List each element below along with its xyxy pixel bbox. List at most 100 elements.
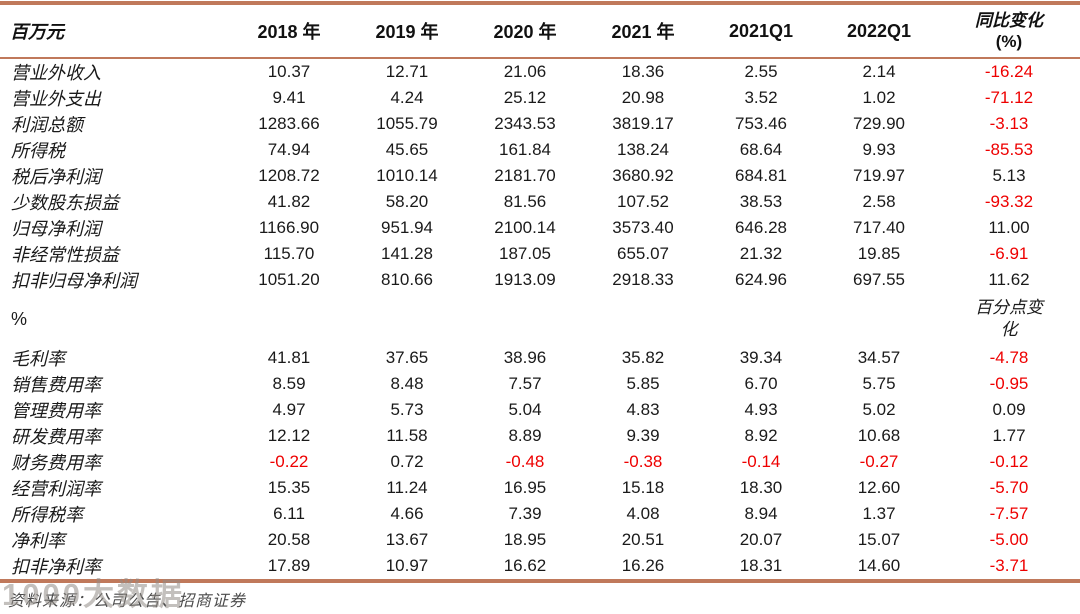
value-cell: 3680.92 [612, 166, 674, 185]
value-cell: -0.22 [269, 452, 309, 471]
value-cell: 2.14 [862, 62, 896, 81]
value-cell: 9.39 [626, 426, 660, 445]
value-cell: 12.71 [385, 62, 429, 81]
table-row: 研发费用率 12.12 11.58 8.89 9.39 8.92 10.68 1.77 [0, 423, 1080, 449]
value-cell: 5.75 [862, 374, 896, 393]
row-label: 财务费用率 [11, 453, 101, 473]
value-cell: 5.73 [390, 400, 424, 419]
value-cell: 38.96 [503, 348, 547, 367]
value-cell: -16.24 [984, 62, 1034, 81]
value-cell: 1.37 [862, 504, 896, 523]
value-cell: 8.89 [508, 426, 542, 445]
table-row: 毛利率 41.81 37.65 38.96 35.82 39.34 34.57 -4.78 [0, 345, 1080, 371]
value-cell: 16.26 [621, 556, 665, 575]
value-cell: -85.53 [984, 140, 1034, 159]
row-label: 少数股东损益 [11, 193, 119, 213]
value-cell: 19.85 [857, 244, 901, 263]
value-cell: 4.93 [744, 400, 778, 419]
value-cell: 15.07 [857, 530, 901, 549]
source-note: 资料来源：公司公告、招商证券 [8, 593, 247, 610]
value-cell: 2343.53 [494, 114, 556, 133]
value-cell: 11.58 [386, 426, 428, 445]
value-cell: 3819.17 [612, 114, 674, 133]
column-header-2022Q1: 2022Q1 [820, 3, 938, 59]
value-cell: 138.24 [617, 140, 669, 159]
value-cell: 655.07 [617, 244, 669, 263]
value-cell: 21.06 [503, 62, 547, 81]
value-cell: 20.58 [267, 530, 311, 549]
row-label: 毛利率 [11, 349, 65, 369]
value-cell: 58.20 [385, 192, 429, 211]
value-cell: 10.97 [385, 556, 429, 575]
value-cell: 115.70 [263, 244, 315, 263]
value-cell: -5.70 [989, 478, 1029, 497]
value-cell: 38.53 [739, 192, 783, 211]
value-cell: 8.94 [744, 504, 778, 523]
row-label: 归母净利润 [11, 219, 101, 239]
value-cell: 10.68 [857, 426, 901, 445]
value-cell: 2.55 [744, 62, 778, 81]
value-cell: 35.82 [621, 348, 665, 367]
value-cell: 15.35 [267, 478, 311, 497]
value-cell: 9.93 [862, 140, 896, 159]
row-label: 营业外收入 [11, 63, 101, 83]
row-label: 非经常性损益 [11, 245, 119, 265]
value-cell: 14.60 [857, 556, 901, 575]
value-cell: -3.71 [989, 556, 1029, 575]
value-cell: 4.83 [626, 400, 660, 419]
value-cell: 1010.14 [376, 166, 438, 185]
value-cell: -0.12 [989, 452, 1029, 471]
empty-cell [820, 293, 938, 345]
value-cell: 107.52 [617, 192, 669, 211]
value-cell: -0.27 [859, 452, 899, 471]
empty-cell [348, 293, 466, 345]
value-cell: 20.98 [621, 88, 665, 107]
value-cell: 7.39 [508, 504, 542, 523]
section-divider-row: % 百分点变化 [0, 293, 1080, 345]
row-label: 经营利润率 [11, 479, 101, 499]
empty-cell [702, 293, 820, 345]
value-cell: 17.89 [267, 556, 311, 575]
value-cell: 1913.09 [494, 270, 556, 289]
value-cell: 16.95 [503, 478, 547, 497]
value-cell: 11.62 [988, 270, 1030, 289]
value-cell: 141.28 [381, 244, 433, 263]
value-cell: 12.60 [857, 478, 901, 497]
value-cell: 3.52 [744, 88, 778, 107]
value-cell: 5.04 [508, 400, 542, 419]
value-cell: -0.95 [989, 374, 1029, 393]
table-row: 所得税率 6.11 4.66 7.39 4.08 8.94 1.37 -7.57 [0, 501, 1080, 527]
row-label: 所得税 [11, 141, 65, 161]
table-row: 利润总额 1283.66 1055.79 2343.53 3819.17 753.46 72… [0, 111, 1080, 137]
row-label: 利润总额 [11, 115, 83, 135]
table-row: 归母净利润 1166.90 951.94 2100.14 3573.40 646.28 71… [0, 215, 1080, 241]
table-row: 销售费用率 8.59 8.48 7.57 5.85 6.70 5.75 -0.95 [0, 371, 1080, 397]
value-cell: -71.12 [984, 88, 1034, 107]
value-cell: 20.51 [621, 530, 665, 549]
value-cell: 1208.72 [258, 166, 320, 185]
value-cell: 21.32 [739, 244, 783, 263]
value-cell: 41.82 [267, 192, 311, 211]
bottom-rule [0, 579, 1080, 583]
column-header-2020年: 2020 年 [466, 3, 584, 59]
value-cell: 753.46 [735, 114, 787, 133]
value-cell: 8.48 [390, 374, 424, 393]
value-cell: -3.13 [989, 114, 1029, 133]
table-row: 财务费用率 -0.22 0.72 -0.48 -0.38 -0.14 -0.27 -0.12 [0, 449, 1080, 475]
value-cell: 8.59 [272, 374, 306, 393]
value-cell: 6.11 [273, 504, 305, 523]
yoy-column-header: 同比变化 (%) [938, 3, 1080, 59]
value-cell: 8.92 [744, 426, 778, 445]
value-cell: 4.66 [390, 504, 424, 523]
value-cell: 41.81 [267, 348, 311, 367]
value-cell: 4.97 [272, 400, 306, 419]
value-cell: 1.77 [992, 426, 1026, 445]
row-label: 扣非归母净利润 [11, 271, 137, 291]
value-cell: 717.40 [853, 218, 905, 237]
value-cell: 68.64 [739, 140, 783, 159]
column-header-2021年: 2021 年 [584, 3, 702, 59]
value-cell: 624.96 [735, 270, 787, 289]
value-cell: 10.37 [267, 62, 311, 81]
empty-cell [230, 293, 348, 345]
value-cell: 729.90 [853, 114, 905, 133]
